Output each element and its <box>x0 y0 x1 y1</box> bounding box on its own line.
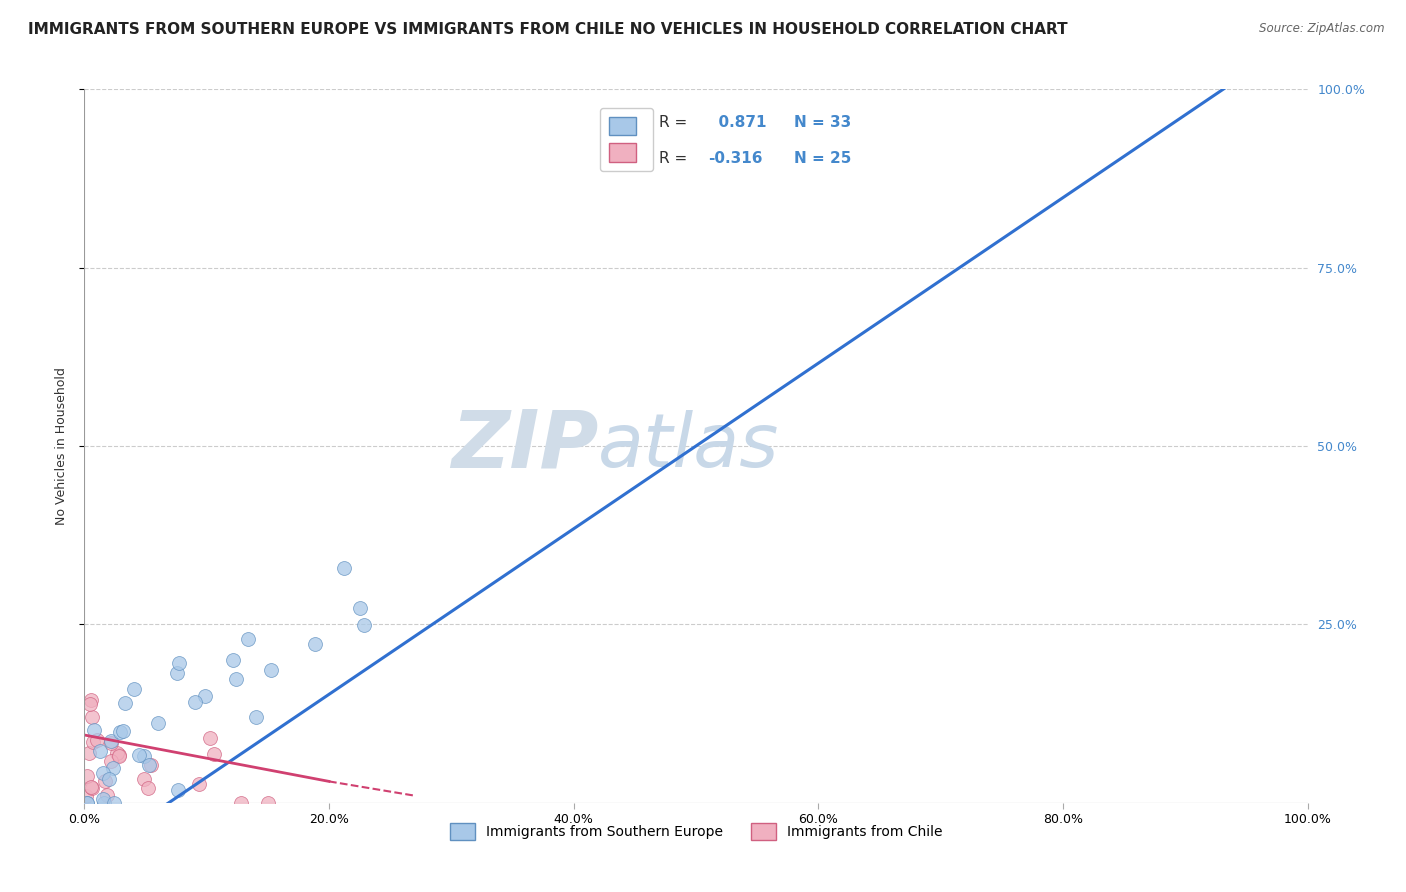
Point <box>108 748 131 763</box>
Point <box>75 789 97 803</box>
Point <box>96 788 118 802</box>
Point <box>80 693 103 707</box>
Text: Source: ZipAtlas.com: Source: ZipAtlas.com <box>1260 22 1385 36</box>
Point <box>194 689 217 703</box>
Point <box>198 731 221 745</box>
Text: N = 25: N = 25 <box>794 151 851 166</box>
Point <box>105 746 128 760</box>
Point <box>184 695 207 709</box>
Point <box>353 617 375 632</box>
Text: R =: R = <box>659 151 688 166</box>
Point <box>83 723 105 737</box>
Point <box>122 682 145 697</box>
Point <box>114 696 136 710</box>
Point <box>333 560 356 574</box>
Point <box>79 698 101 712</box>
Point <box>100 734 122 748</box>
Point <box>94 774 117 789</box>
Point <box>76 768 98 782</box>
Point <box>134 748 156 763</box>
Point <box>80 710 103 724</box>
Point <box>202 747 225 762</box>
Point <box>304 637 326 651</box>
Legend: Immigrants from Southern Europe, Immigrants from Chile: Immigrants from Southern Europe, Immigra… <box>444 818 948 846</box>
Point <box>236 632 259 647</box>
Point <box>77 746 100 760</box>
Point <box>82 735 104 749</box>
Point <box>167 782 190 797</box>
Point <box>80 780 103 794</box>
Text: ZIP: ZIP <box>451 407 598 485</box>
Point <box>132 772 155 786</box>
Point <box>100 754 122 768</box>
Point <box>141 758 163 772</box>
Point <box>256 796 278 810</box>
Point <box>167 657 190 671</box>
Point <box>93 796 115 810</box>
Point <box>231 796 253 810</box>
Point <box>76 796 98 810</box>
Point <box>103 796 125 810</box>
Point <box>76 796 98 810</box>
Point <box>128 748 150 763</box>
Point <box>245 710 267 724</box>
Y-axis label: No Vehicles in Household: No Vehicles in Household <box>55 368 67 524</box>
Point <box>100 736 122 750</box>
Point <box>225 673 247 687</box>
Point <box>136 781 159 796</box>
Point <box>110 725 132 739</box>
Point <box>146 716 169 731</box>
Text: -0.316: -0.316 <box>709 151 762 166</box>
Point <box>80 780 103 795</box>
Text: atlas: atlas <box>598 410 779 482</box>
Text: IMMIGRANTS FROM SOUTHERN EUROPE VS IMMIGRANTS FROM CHILE NO VEHICLES IN HOUSEHOL: IMMIGRANTS FROM SOUTHERN EUROPE VS IMMIG… <box>28 22 1067 37</box>
Point <box>260 663 283 677</box>
Point <box>107 749 129 764</box>
Text: N = 33: N = 33 <box>794 115 851 130</box>
Point <box>91 766 114 780</box>
Point <box>222 653 245 667</box>
Point <box>187 777 209 791</box>
Point <box>98 772 121 786</box>
Point <box>101 760 124 774</box>
Point <box>111 724 134 739</box>
Text: R =: R = <box>659 115 688 130</box>
Text: 0.871: 0.871 <box>709 115 766 130</box>
Point <box>166 665 188 680</box>
Point <box>86 733 108 747</box>
Point <box>138 757 160 772</box>
Point <box>89 744 111 758</box>
Point <box>91 791 114 805</box>
Point <box>349 601 371 615</box>
